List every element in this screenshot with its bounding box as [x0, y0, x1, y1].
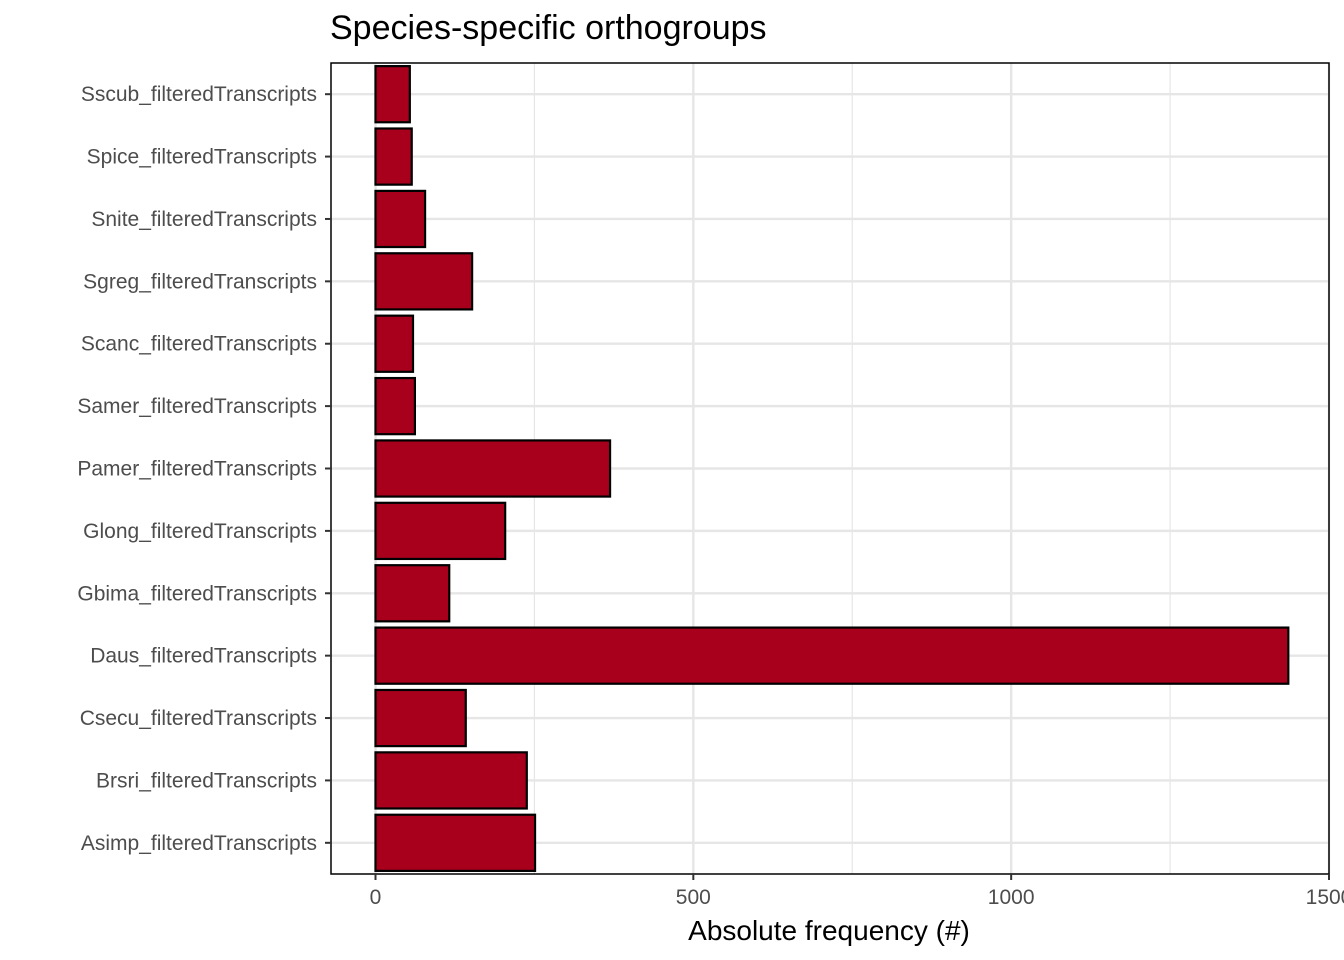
y-tick-label: Sscub_filteredTranscripts	[81, 83, 317, 106]
y-axis-ticks: Asimp_filteredTranscripts Brsri_filteredT…	[77, 83, 331, 855]
y-tick-label: Glong_filteredTranscripts	[83, 520, 317, 543]
y-tick-label: Asimp_filteredTranscripts	[81, 832, 317, 855]
bar-Samer_filteredTranscripts	[374, 376, 417, 436]
bars	[374, 65, 1290, 872]
chart-title: Species-specific orthogroups	[330, 9, 767, 47]
bar-Spice_filteredTranscripts	[374, 127, 413, 186]
bar-Gbima_filteredTranscripts	[374, 564, 451, 623]
bar-Asimp_filteredTranscripts	[374, 813, 537, 872]
bar-Sscub_filteredTranscripts	[374, 65, 411, 124]
bar-Glong_filteredTranscripts	[374, 501, 507, 561]
bar-Brsri_filteredTranscripts	[374, 751, 528, 810]
y-tick-label: Pamer_filteredTranscripts	[77, 458, 317, 481]
y-tick-label: Samer_filteredTranscripts	[77, 395, 317, 418]
bar-Pamer_filteredTranscripts	[374, 439, 612, 498]
x-axis-title: Absolute frequency (#)	[688, 915, 970, 946]
bar-Csecu_filteredTranscripts	[374, 688, 467, 748]
x-tick-label: 500	[676, 886, 711, 909]
x-tick-label: 0	[370, 886, 382, 909]
bar-Daus_filteredTranscripts	[374, 626, 1290, 685]
y-tick-label: Csecu_filteredTranscripts	[80, 707, 317, 730]
y-tick-label: Sgreg_filteredTranscripts	[83, 270, 317, 293]
x-tick-label: 1500	[1306, 886, 1344, 909]
bar-Sgreg_filteredTranscripts	[374, 252, 474, 311]
y-tick-label: Gbima_filteredTranscripts	[77, 582, 317, 605]
bar-Scanc_filteredTranscripts	[374, 314, 415, 373]
bar-Snite_filteredTranscripts	[374, 189, 427, 249]
x-axis-ticks: 0 500 1000 1500	[370, 874, 1344, 909]
y-tick-label: Scanc_filteredTranscripts	[81, 333, 317, 356]
x-tick-label: 1000	[988, 886, 1035, 909]
y-tick-label: Daus_filteredTranscripts	[90, 645, 317, 668]
y-tick-label: Snite_filteredTranscripts	[91, 208, 317, 231]
y-tick-label: Spice_filteredTranscripts	[87, 146, 317, 169]
y-tick-label: Brsri_filteredTranscripts	[96, 769, 317, 792]
